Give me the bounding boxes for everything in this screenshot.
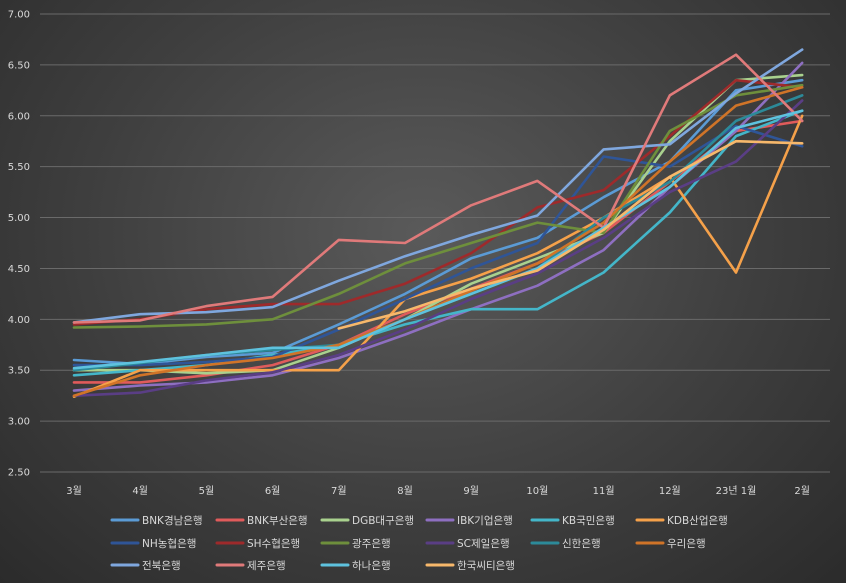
x-tick-label: 4월: [132, 485, 148, 497]
legend-item: NH농협은행: [110, 537, 196, 550]
x-tick-label: 7월: [331, 485, 347, 497]
legend-label: NH농협은행: [142, 537, 196, 550]
series-line-8: [72, 83, 804, 329]
x-tick-label: 3월: [66, 485, 82, 497]
grid-lines: [40, 13, 830, 473]
series-line-11: [72, 86, 804, 397]
legend-item: SH수협은행: [215, 537, 300, 550]
legend-item: IBK기업은행: [425, 514, 513, 527]
series-line-5: [72, 114, 804, 398]
legend-item: 한국씨티은행: [425, 560, 515, 572]
series-line-15: [337, 139, 804, 330]
legend-item: 광주은행: [320, 538, 391, 550]
y-tick-label: 6.50: [8, 60, 30, 71]
legend-label: KDB산업은행: [667, 514, 728, 527]
y-tick-label: 6.00: [8, 111, 30, 122]
legend-label: 광주은행: [352, 538, 391, 550]
y-tick-label: 2.50: [8, 468, 30, 479]
y-tick-label: 3.00: [8, 417, 30, 428]
series-line-7: [72, 78, 804, 326]
x-tick-label: 9월: [463, 485, 479, 497]
series-lines: [72, 48, 804, 398]
x-tick-label: 12월: [659, 485, 681, 497]
legend-label: BNK경남은행: [142, 514, 203, 527]
y-tick-label: 5.50: [8, 162, 30, 173]
legend-label: 신한은행: [562, 538, 601, 550]
legend-label: IBK기업은행: [457, 514, 513, 527]
series-line-3: [72, 61, 804, 392]
y-tick-label: 7.00: [8, 10, 30, 21]
legend-label: BNK부산은행: [247, 515, 308, 527]
legend-item: 신한은행: [530, 538, 601, 550]
series-line-14: [72, 109, 804, 370]
x-tick-label: 2월: [794, 485, 810, 497]
legend-item: KB국민은행: [530, 515, 615, 527]
legend: BNK경남은행 BNK부산은행 DGB대구은행 IBK기업은행 KB국민은행 KDB산업은…: [110, 514, 728, 572]
legend-item: DGB대구은행: [320, 515, 414, 527]
series-line-12: [72, 48, 804, 324]
x-tick-label: 6월: [265, 485, 281, 497]
legend-item: 우리은행: [635, 538, 706, 550]
legend-label: 제주은행: [247, 560, 286, 572]
y-tick-label: 5.00: [8, 213, 30, 224]
legend-item: KDB산업은행: [635, 514, 728, 527]
x-tick-label: 5월: [199, 485, 215, 497]
legend-label: 한국씨티은행: [457, 560, 515, 572]
x-tick-label: 23년 1월: [716, 485, 757, 497]
series-line-0: [72, 78, 804, 366]
legend-label: SH수협은행: [247, 537, 300, 550]
legend-label: 전북은행: [142, 560, 181, 572]
legend-item: 제주은행: [215, 560, 286, 572]
x-tick-label: 11월: [593, 485, 615, 497]
y-tick-label: 3.50: [8, 366, 30, 377]
legend-label: 하나은행: [352, 559, 391, 572]
x-tick-label: 8월: [397, 485, 413, 497]
y-tick-label: 4.50: [8, 264, 30, 275]
series-line-4: [72, 109, 804, 377]
legend-label: SC제일은행: [457, 537, 510, 550]
legend-label: DGB대구은행: [352, 515, 414, 527]
legend-label: 우리은행: [667, 538, 706, 550]
legend-item: SC제일은행: [425, 537, 510, 550]
legend-item: 하나은행: [320, 559, 391, 572]
series-line-13: [72, 53, 804, 324]
legend-item: BNK부산은행: [215, 515, 308, 527]
legend-item: 전북은행: [110, 560, 181, 572]
y-axis-ticks: 2.50 3.00 3.50 4.00 4.50 5.00 5.50 6.00 6.50 7.00: [8, 10, 30, 479]
legend-item: BNK경남은행: [110, 514, 203, 527]
series-line-9: [72, 99, 804, 397]
legend-label: KB국민은행: [562, 515, 615, 527]
series-line-6: [72, 124, 804, 367]
x-tick-label: 10월: [526, 485, 548, 497]
y-tick-label: 4.00: [8, 315, 30, 326]
series-line-2: [72, 73, 804, 375]
x-axis-ticks: 3월 4월 5월 6월 7월 8월 9월 10월 11월 12월 23년 1월 2월: [66, 485, 810, 497]
